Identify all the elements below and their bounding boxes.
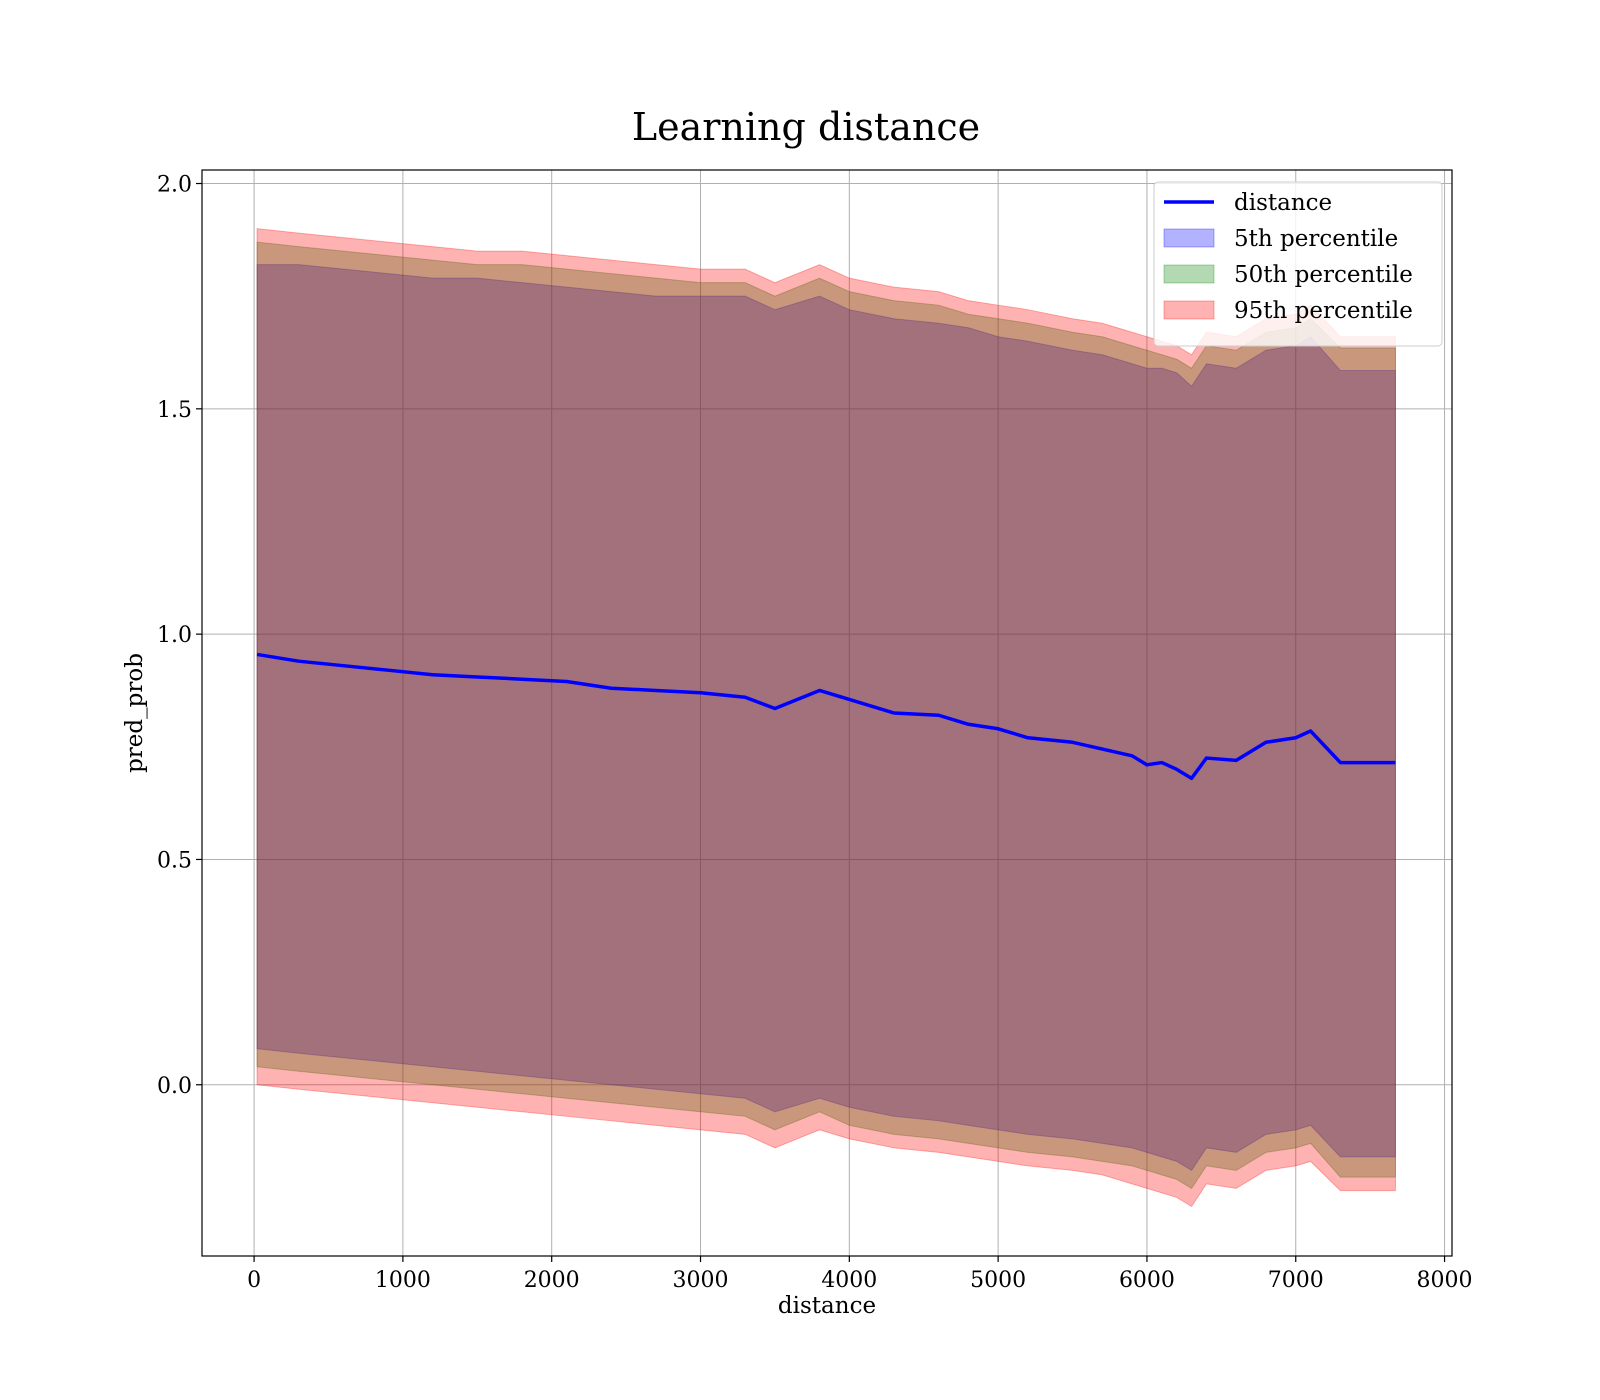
plot-frame [201, 169, 1453, 1257]
legend-swatch-band [1163, 228, 1215, 248]
y-tick-label: 2.0 [157, 173, 192, 198]
x-tick-label: 6000 [1119, 1268, 1175, 1293]
x-tick-label: 5000 [970, 1268, 1026, 1293]
legend-label: 50th percentile [1234, 262, 1413, 288]
y-tick-label: 1.0 [157, 623, 192, 648]
distance-line-layer [256, 652, 1396, 781]
y-tick-label: 0.5 [157, 848, 192, 873]
legend-box [1153, 181, 1443, 347]
x-tick-label: 8000 [1417, 1268, 1473, 1293]
axis-ticks: 0 1000 2000 3000 4000 5000 6000 7000 8000 0.0 0.5 1… [157, 173, 1473, 1293]
percentile-bands [256, 228, 1396, 1208]
legend: distance 5th percentile 50th percentile 95t… [1153, 181, 1443, 347]
legend-swatch-band [1163, 300, 1215, 320]
legend-label: 5th percentile [1234, 226, 1398, 252]
x-tick-label: 1000 [375, 1268, 431, 1293]
x-axis-label: distance [778, 1293, 876, 1319]
x-tick-label: 0 [247, 1268, 261, 1293]
legend-swatch-band [1163, 264, 1215, 284]
band-95th-percentile [256, 228, 1396, 1208]
x-tick-label: 4000 [821, 1268, 877, 1293]
band-5th-percentile [256, 264, 1396, 1172]
x-tick-label: 3000 [673, 1268, 729, 1293]
chart-title: Learning distance [632, 105, 980, 149]
legend-label: 95th percentile [1234, 298, 1413, 324]
y-tick-label: 0.0 [157, 1074, 192, 1099]
y-tick-label: 1.5 [157, 398, 192, 423]
x-tick-label: 2000 [524, 1268, 580, 1293]
x-tick-label: 7000 [1268, 1268, 1324, 1293]
y-axis-label: pred_prob [122, 653, 148, 773]
band-50th-percentile [256, 241, 1396, 1190]
legend-label: distance [1234, 190, 1332, 216]
